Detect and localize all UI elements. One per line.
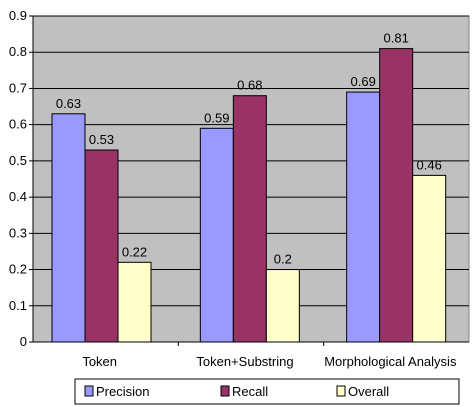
data-label: 0.81 [384,31,409,46]
legend [74,378,460,405]
bar-precision-2 [346,91,381,343]
x-category-label: Token [82,354,117,369]
bar-precision-1 [199,127,234,343]
data-label: 0.53 [89,132,114,147]
data-label: 0.22 [122,244,147,259]
x-category-label: Morphological Analysis [324,354,457,369]
y-tick-label: 0 [20,334,27,349]
y-tick-label: 0.3 [9,225,27,240]
y-tick-label: 0.5 [9,153,27,168]
x-category-label: Token+Substring [196,354,293,369]
bar-recall-1 [232,95,267,343]
y-tick-label: 0.7 [9,80,27,95]
bar-overall-1 [265,269,300,343]
y-tick-label: 0.2 [9,262,27,277]
bar-overall-0 [117,261,152,343]
bar-overall-2 [412,174,447,343]
y-tick-label: 0.9 [9,8,27,23]
data-label: 0.59 [204,110,229,125]
bar-recall-0 [84,149,119,343]
data-label: 0.69 [351,74,376,89]
bar-recall-2 [379,48,414,343]
legend-label-overall: Overall [348,384,389,399]
legend-swatch-precision [84,385,94,397]
y-tick-label: 0.1 [9,298,27,313]
data-label: 0.63 [56,96,81,111]
legend-swatch-overall [336,385,346,397]
y-tick-label: 0.4 [9,189,27,204]
bar-precision-0 [51,113,86,343]
legend-label-precision: Precision [96,384,149,399]
data-label: 0.2 [274,252,292,267]
data-label: 0.68 [237,78,262,93]
data-label: 0.46 [417,157,442,172]
legend-label-recall: Recall [232,384,268,399]
y-tick-label: 0.8 [9,44,27,59]
legend-swatch-recall [220,385,230,397]
y-tick-label: 0.6 [9,117,27,132]
